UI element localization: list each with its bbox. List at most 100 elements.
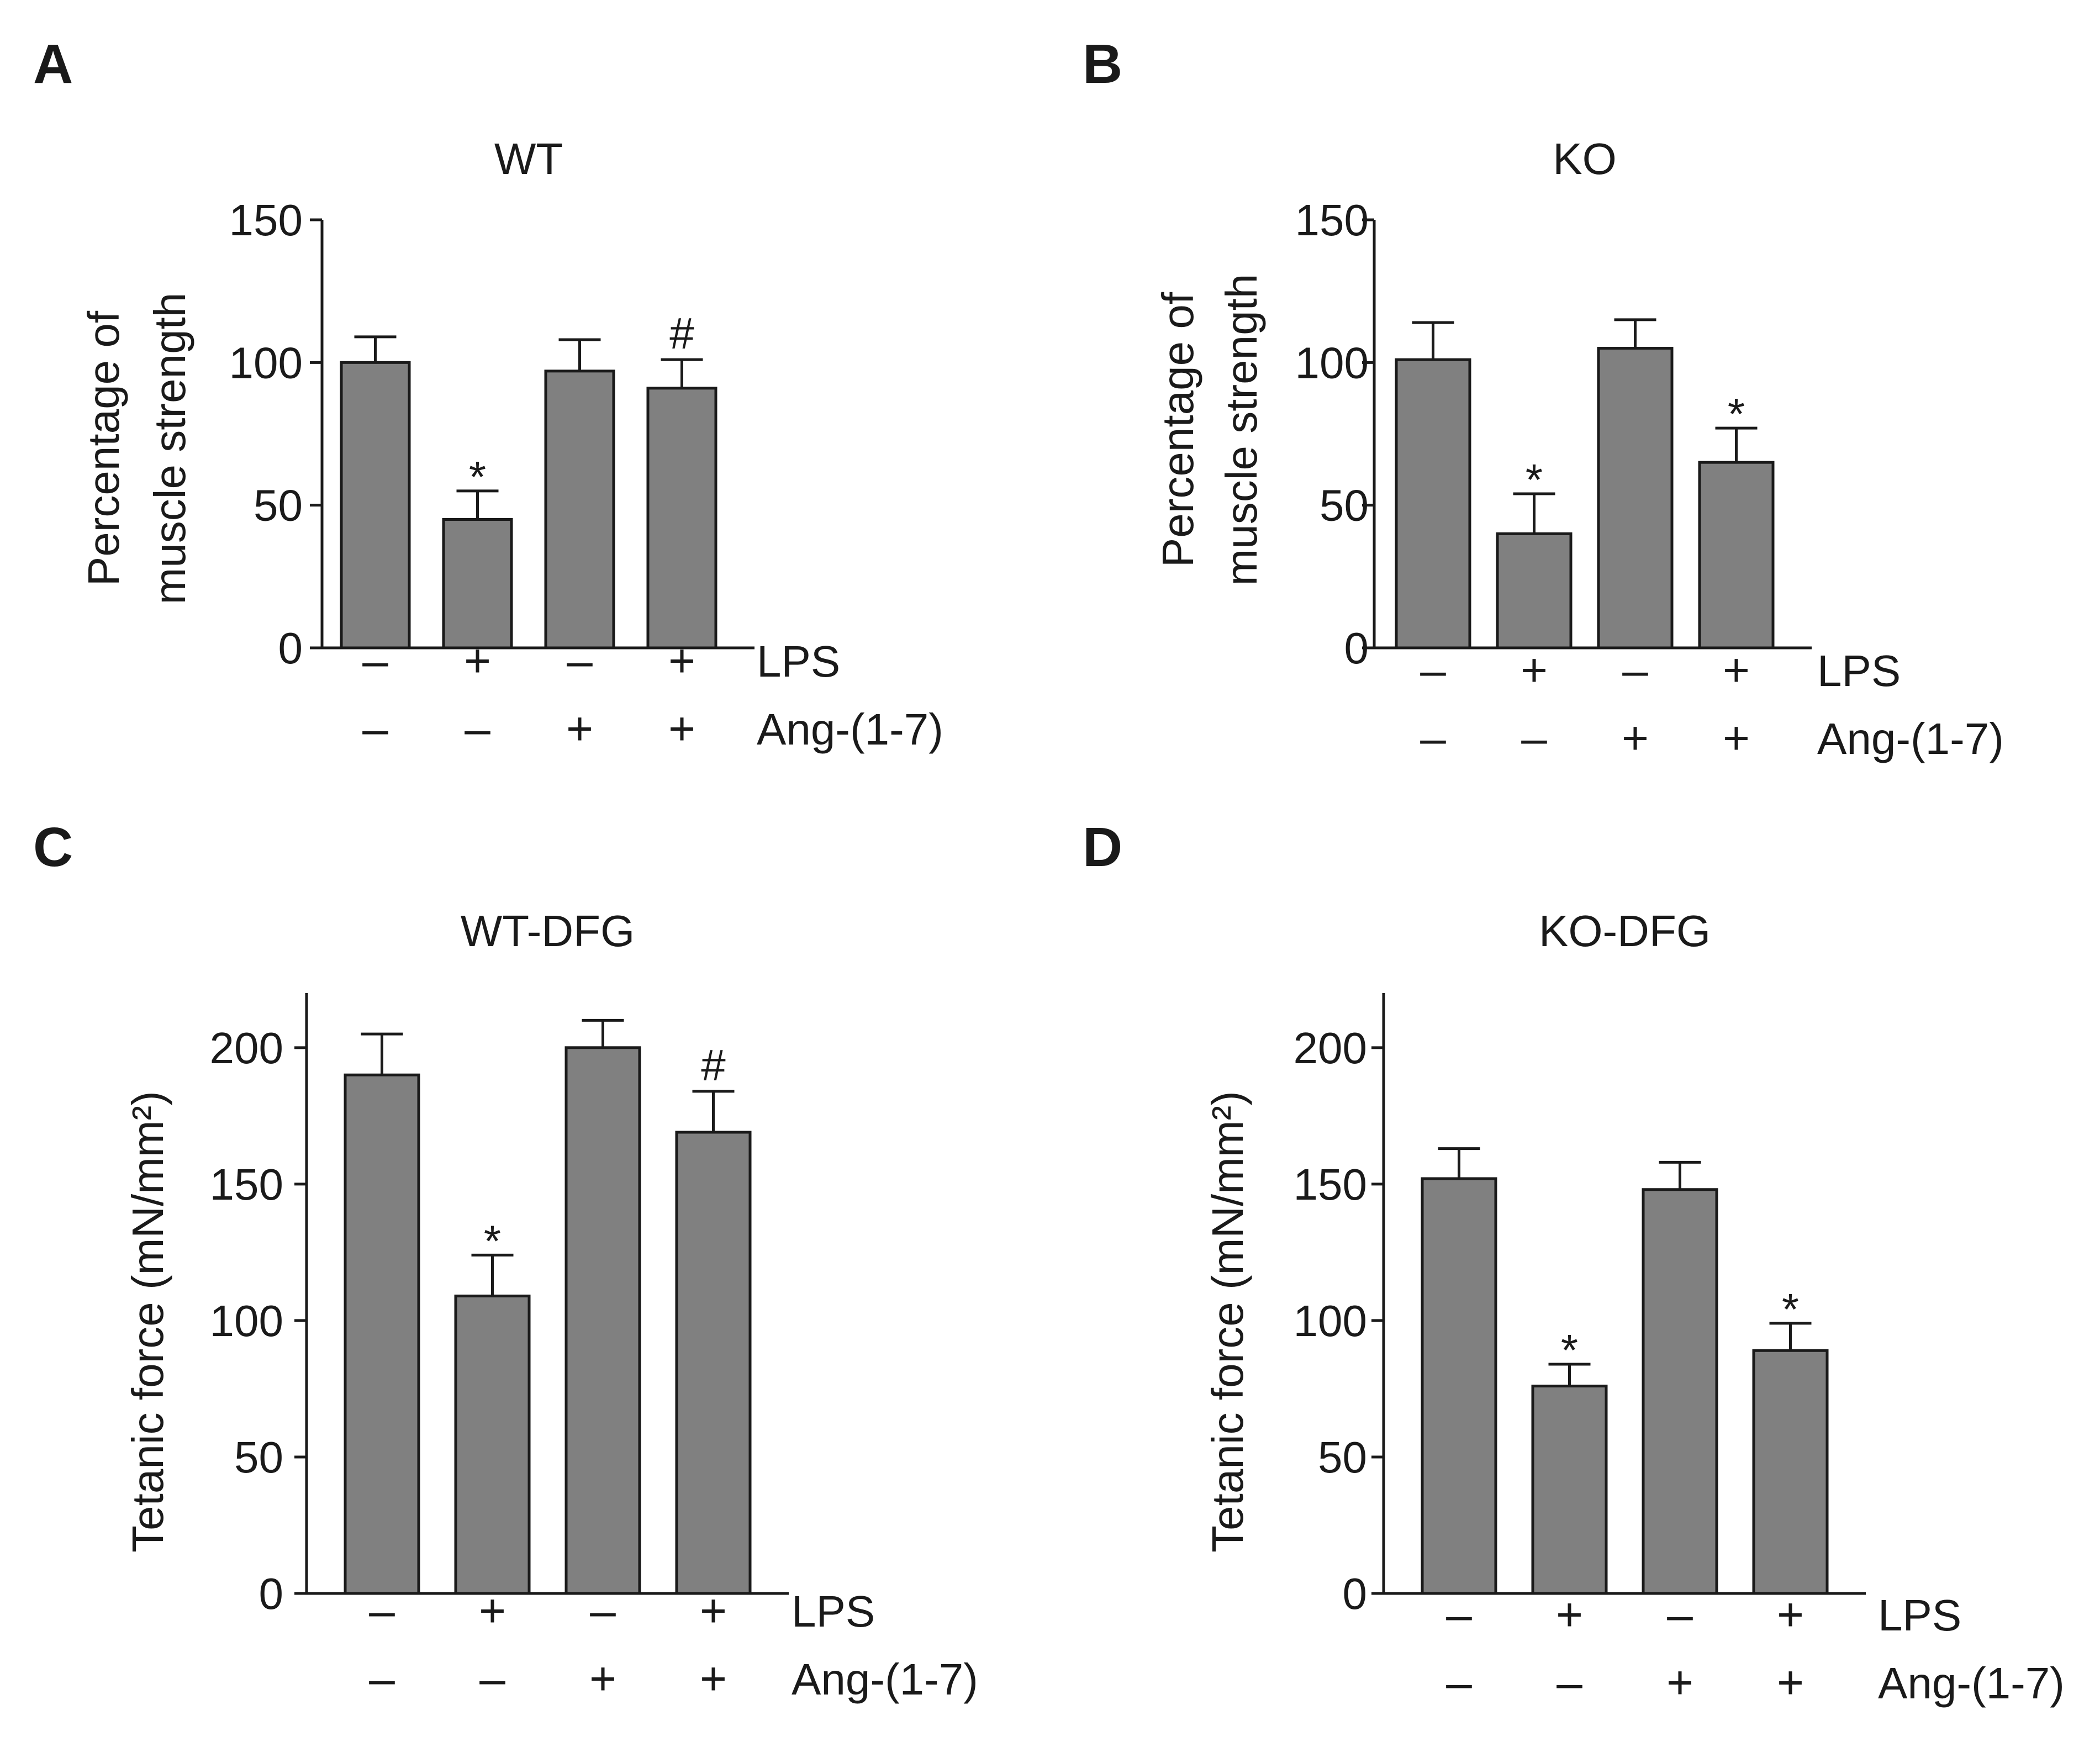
condition-label: LPS (792, 1587, 875, 1636)
y-tick-label: 100 (1295, 338, 1369, 387)
chart-panel-b: B KO Percentage of muscle strength 0 50 100 150… (1083, 33, 2004, 764)
bar (1531, 1384, 1608, 1595)
significance-mark: * (1561, 1326, 1578, 1375)
condition-label: LPS (1878, 1591, 1961, 1640)
condition-sign: + (700, 1653, 727, 1704)
y-tick-label: 150 (210, 1160, 283, 1209)
condition-sign: + (1556, 1588, 1583, 1640)
condition-sign: – (1446, 1588, 1472, 1640)
condition-sign: + (668, 703, 695, 754)
condition-label: LPS (757, 637, 840, 686)
condition-sign: – (1667, 1588, 1693, 1640)
condition-sign: – (590, 1585, 616, 1637)
y-tick-label: 50 (234, 1433, 283, 1482)
bar (1698, 461, 1775, 650)
condition-sign: + (566, 703, 593, 754)
condition-label: Ang-(1-7) (792, 1655, 978, 1704)
condition-sign: + (1723, 712, 1750, 764)
significance-mark: # (701, 1041, 726, 1090)
y-tick-label: 200 (210, 1023, 283, 1073)
y-tick-label: 50 (1318, 1433, 1367, 1482)
y-axis-label: Tetanic force (mN/mm²) (123, 1091, 172, 1553)
chart-panel-a: A WT Percentage of muscle strength 0 50 100 150… (33, 33, 943, 754)
bar (544, 369, 615, 650)
condition-label: Ang-(1-7) (1817, 714, 2004, 763)
condition-sign: + (1521, 644, 1548, 696)
condition-sign: – (1622, 644, 1648, 696)
y-axis-label: Tetanic force (mN/mm²) (1203, 1091, 1252, 1553)
significance-mark: * (1782, 1285, 1799, 1334)
bar (1421, 1177, 1497, 1595)
condition-sign: + (1666, 1656, 1693, 1708)
condition-sign: + (1723, 644, 1750, 696)
condition-sign: – (362, 703, 388, 754)
significance-mark: * (484, 1216, 501, 1265)
y-axis-label: muscle strength (145, 293, 194, 605)
bar (1597, 347, 1674, 650)
chart-panel-c: C WT-DFG Tetanic force (mN/mm²) 0 50 100 150 20… (33, 816, 978, 1704)
y-tick-label: 0 (1344, 624, 1369, 673)
condition-sign: – (369, 1585, 395, 1637)
condition-label: Ang-(1-7) (1878, 1659, 2065, 1708)
panel-letter: C (33, 816, 73, 878)
y-tick-label: 50 (1320, 481, 1369, 530)
y-tick-label: 150 (1294, 1160, 1367, 1209)
bar (344, 1073, 420, 1595)
bar (1752, 1349, 1829, 1595)
y-axis-label: Percentage of (1153, 292, 1202, 567)
condition-sign: – (1521, 712, 1547, 764)
y-tick-label: 150 (229, 196, 303, 245)
condition-label: Ang-(1-7) (757, 705, 943, 754)
chart-title: KO-DFG (1539, 906, 1711, 956)
condition-sign: – (1556, 1656, 1582, 1708)
condition-sign: + (464, 635, 491, 687)
bar (1642, 1188, 1718, 1595)
condition-sign: – (1446, 1656, 1472, 1708)
panel-letter: D (1083, 816, 1122, 878)
y-axis-label: Percentage of (79, 310, 128, 586)
condition-sign: + (700, 1585, 727, 1637)
bar (1395, 358, 1471, 650)
y-axis-label: muscle strength (1217, 274, 1266, 586)
bar (442, 518, 513, 650)
y-tick-label: 50 (254, 481, 303, 530)
y-tick-label: 100 (1294, 1296, 1367, 1345)
y-tick-label: 100 (210, 1296, 283, 1345)
y-tick-label: 100 (229, 338, 303, 387)
chart-title: KO (1553, 134, 1617, 183)
condition-sign: + (1777, 1588, 1804, 1640)
y-tick-label: 0 (278, 624, 303, 673)
condition-sign: – (567, 635, 593, 687)
significance-mark: * (1728, 389, 1745, 439)
y-tick-label: 0 (1343, 1569, 1368, 1618)
y-tick-label: 0 (259, 1569, 284, 1618)
condition-sign: – (362, 635, 388, 687)
condition-sign: – (465, 703, 490, 754)
bar (646, 387, 717, 650)
chart-title: WT (494, 134, 563, 183)
y-tick-label: 200 (1294, 1023, 1367, 1073)
condition-label: LPS (1817, 646, 1901, 695)
bar (564, 1046, 641, 1595)
condition-sign: – (479, 1653, 505, 1704)
chart-panel-d: D KO-DFG Tetanic force (mN/mm²) 0 50 100 150 20… (1083, 816, 2065, 1708)
bar (454, 1294, 531, 1595)
significance-mark: * (1526, 455, 1543, 504)
condition-sign: + (1622, 712, 1649, 764)
bar (340, 361, 411, 650)
condition-sign: + (479, 1585, 506, 1637)
condition-sign: – (1420, 712, 1446, 764)
condition-sign: – (1420, 644, 1446, 696)
significance-mark: * (469, 452, 486, 502)
bar (1496, 532, 1573, 650)
panel-letter: A (33, 33, 73, 95)
condition-sign: + (668, 635, 695, 687)
significance-mark: # (669, 309, 694, 358)
bar (675, 1131, 752, 1595)
panel-letter: B (1083, 33, 1122, 95)
y-tick-label: 150 (1295, 196, 1369, 245)
condition-sign: + (1777, 1656, 1804, 1708)
chart-title: WT-DFG (461, 906, 635, 956)
condition-sign: – (369, 1653, 395, 1704)
